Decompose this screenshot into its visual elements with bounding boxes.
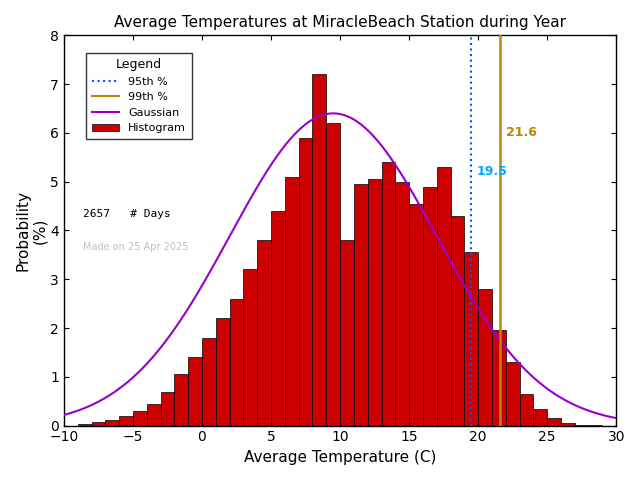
Bar xyxy=(326,123,340,426)
Bar xyxy=(520,394,533,426)
Bar xyxy=(147,404,161,426)
Bar xyxy=(133,411,147,426)
Text: 21.6: 21.6 xyxy=(506,126,537,139)
Bar xyxy=(216,318,230,426)
Bar xyxy=(589,425,602,426)
Bar xyxy=(299,138,312,426)
Bar xyxy=(547,418,561,426)
Bar xyxy=(354,184,368,426)
Bar xyxy=(174,374,188,426)
Bar xyxy=(451,216,465,426)
Bar xyxy=(106,420,119,426)
Text: 19.5: 19.5 xyxy=(477,166,508,179)
Bar xyxy=(409,204,423,426)
Bar xyxy=(423,187,436,426)
Bar xyxy=(271,211,285,426)
Bar xyxy=(368,179,381,426)
Bar xyxy=(492,330,506,426)
Title: Average Temperatures at MiracleBeach Station during Year: Average Temperatures at MiracleBeach Sta… xyxy=(114,15,566,30)
Text: Made on 25 Apr 2025: Made on 25 Apr 2025 xyxy=(83,242,189,252)
Bar xyxy=(340,240,354,426)
Bar xyxy=(381,162,396,426)
Bar xyxy=(161,393,174,426)
Bar xyxy=(285,177,299,426)
Text: 2657   # Days: 2657 # Days xyxy=(83,209,171,219)
Bar xyxy=(243,269,257,426)
Bar xyxy=(561,423,575,426)
Bar xyxy=(230,299,243,426)
Y-axis label: Probability
(%): Probability (%) xyxy=(15,190,47,271)
Legend: 95th %, 99th %, Gaussian, Histogram: 95th %, 99th %, Gaussian, Histogram xyxy=(86,53,192,139)
Bar xyxy=(202,338,216,426)
Bar xyxy=(478,289,492,426)
Bar xyxy=(396,181,409,426)
Bar xyxy=(119,416,133,426)
Bar xyxy=(436,167,451,426)
Bar xyxy=(77,424,92,426)
Bar xyxy=(533,408,547,426)
Bar xyxy=(92,422,106,426)
Bar xyxy=(257,240,271,426)
Bar xyxy=(465,252,478,426)
X-axis label: Average Temperature (C): Average Temperature (C) xyxy=(244,450,436,465)
Bar xyxy=(312,74,326,426)
Bar xyxy=(575,425,589,426)
Bar xyxy=(188,357,202,426)
Bar xyxy=(506,362,520,426)
